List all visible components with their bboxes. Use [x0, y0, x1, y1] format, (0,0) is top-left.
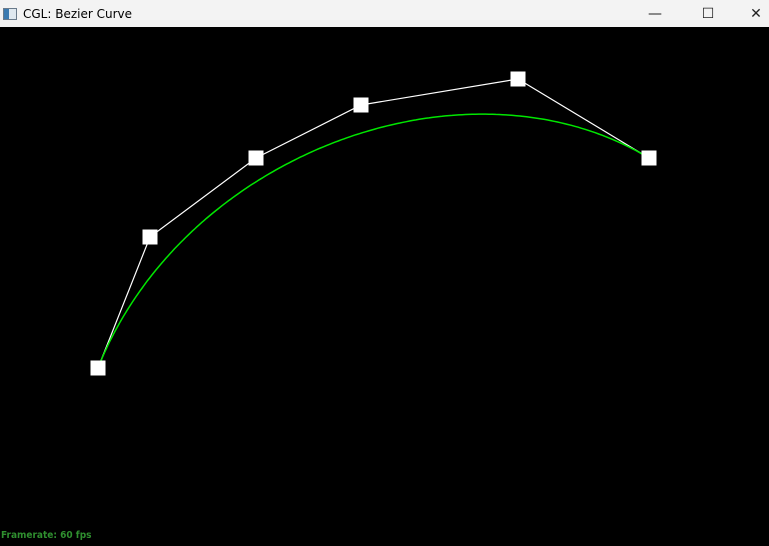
- control-point[interactable]: [510, 71, 526, 87]
- control-point[interactable]: [90, 360, 106, 376]
- maximize-button[interactable]: ☐: [701, 5, 715, 22]
- control-point[interactable]: [641, 150, 657, 166]
- control-point[interactable]: [248, 150, 264, 166]
- close-button[interactable]: ✕: [750, 5, 762, 22]
- control-polygon: [97, 78, 650, 369]
- title-bar: CGL: Bezier Curve — ☐ ✕: [0, 0, 769, 27]
- render-canvas[interactable]: [0, 27, 769, 546]
- window-title: CGL: Bezier Curve: [23, 6, 133, 21]
- bezier-curve: [97, 113, 650, 369]
- minimize-button[interactable]: —: [648, 5, 662, 22]
- control-point[interactable]: [353, 97, 369, 113]
- app-icon: [3, 7, 17, 20]
- framerate-label: Framerate: 60 fps: [1, 530, 92, 541]
- control-point[interactable]: [142, 229, 158, 245]
